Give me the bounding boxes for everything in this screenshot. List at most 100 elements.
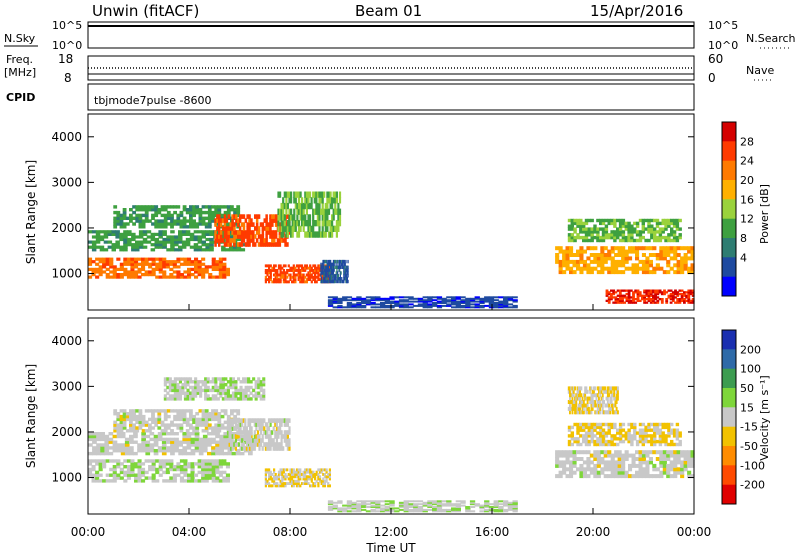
heatmap-cell-1-2 [195, 412, 200, 416]
heatmap-cell-1-5 [173, 391, 177, 395]
heatmap-cell-1-7 [645, 460, 650, 465]
heatmap-cell-0-7 [479, 302, 485, 304]
heatmap-cell-0-10 [632, 292, 635, 296]
heatmap-cell-0-9 [593, 227, 597, 231]
heatmap-cell-1-8 [576, 442, 580, 447]
heatmap-cell-1-5 [178, 388, 182, 393]
heatmap-cell-0-6 [342, 265, 344, 269]
heatmap-cell-1-0 [208, 467, 213, 472]
heatmap-cell-1-5 [189, 397, 193, 401]
heatmap-cell-1-3 [272, 418, 275, 423]
heatmap-cell-0-4 [317, 273, 320, 277]
heatmap-cell-0-8 [676, 259, 681, 264]
heatmap-cell-1-9 [613, 396, 616, 401]
heatmap-cell-1-1 [166, 449, 171, 453]
heatmap-cell-1-5 [216, 385, 220, 390]
heatmap-cell-1-6 [403, 507, 409, 510]
heatmap-cell-0-10 [663, 292, 666, 296]
heatmap-cell-1-6 [384, 510, 390, 513]
heatmap-cell-1-1 [182, 437, 188, 442]
heatmap-cell-0-3 [238, 230, 242, 235]
heatmap-cell-0-10 [654, 298, 657, 301]
heatmap-cell-1-0 [190, 465, 195, 469]
heatmap-cell-0-3 [242, 226, 246, 231]
heatmap-cell-0-8 [610, 266, 615, 271]
heatmap-cell-0-9 [675, 221, 680, 226]
heatmap-cell-0-0 [88, 275, 93, 279]
heatmap-cell-0-7 [507, 297, 514, 300]
heatmap-cell-1-5 [176, 391, 180, 395]
heatmap-cell-0-3 [274, 230, 278, 235]
heatmap-cell-1-1 [235, 451, 241, 456]
heatmap-cell-1-6 [380, 500, 386, 503]
heatmap-cell-0-6 [340, 262, 342, 267]
heatmap-cell-0-1 [111, 243, 116, 247]
heatmap-cell-1-6 [417, 506, 424, 508]
heatmap-cell-1-3 [277, 434, 280, 439]
heatmap-cell-1-9 [575, 410, 578, 415]
heatmap-cell-0-5 [301, 208, 304, 215]
heatmap-cell-1-4 [314, 473, 317, 476]
heatmap-cell-0-5 [332, 191, 335, 198]
heatmap-cell-1-6 [488, 506, 495, 508]
heatmap-cell-1-9 [571, 389, 574, 394]
heatmap-cell-0-9 [610, 230, 614, 234]
heatmap-cell-1-5 [237, 391, 241, 395]
heatmap-cell-0-7 [484, 300, 490, 303]
heatmap-cell-1-7 [638, 460, 643, 465]
heatmap-cell-0-7 [446, 303, 452, 306]
heatmap-cell-1-6 [389, 500, 395, 503]
heatmap-cell-1-5 [247, 388, 251, 393]
heatmap-cell-1-6 [427, 501, 433, 504]
heatmap-cell-1-6 [361, 503, 367, 506]
heatmap-cell-0-4 [314, 275, 317, 279]
heatmap-cell-0-0 [218, 260, 223, 264]
heatmap-cell-1-5 [201, 388, 205, 393]
heatmap-cell-1-5 [168, 397, 172, 401]
heatmap-cell-1-6 [503, 501, 509, 504]
heatmap-cell-1-0 [112, 465, 117, 469]
heatmap-cell-1-3 [252, 446, 255, 451]
heatmap-cell-0-0 [158, 270, 163, 274]
heatmap-cell-0-3 [229, 242, 232, 247]
heatmap-cell-1-1 [235, 437, 241, 442]
heatmap-cell-1-2 [226, 414, 231, 419]
heatmap-cell-0-7 [384, 302, 390, 304]
heatmap-cell-1-2 [214, 414, 219, 419]
heatmap-cell-0-8 [558, 263, 563, 268]
heatmap-cell-0-2 [116, 222, 121, 226]
heatmap-cell-1-7 [641, 474, 646, 479]
heatmap-cell-0-9 [655, 235, 660, 240]
heatmap-cell-0-1 [123, 240, 128, 244]
heatmap-cell-1-2 [195, 420, 200, 424]
heatmap-cell-0-10 [614, 299, 618, 302]
heatmap-cell-1-0 [204, 459, 209, 463]
heatmap-cell-1-1 [182, 446, 188, 450]
heatmap-cell-1-6 [469, 501, 476, 504]
heatmap-cell-1-7 [600, 450, 605, 455]
heatmap-cell-0-2 [141, 208, 146, 212]
heatmap-cell-0-9 [579, 224, 583, 228]
heatmap-cell-0-9 [633, 238, 637, 243]
heatmap-cell-0-6 [327, 262, 329, 267]
heatmap-cell-1-8 [647, 439, 651, 444]
heatmap-cell-0-4 [309, 273, 312, 277]
heatmap-cell-1-3 [244, 426, 247, 431]
heatmap-cell-1-3 [249, 434, 252, 439]
heatmap-cell-1-7 [607, 453, 612, 458]
heatmap-cell-1-2 [189, 409, 193, 413]
heatmap-cell-1-8 [644, 439, 648, 444]
heatmap-cell-1-1 [190, 437, 196, 442]
heatmap-cell-1-6 [469, 503, 476, 506]
heatmap-cell-1-9 [579, 403, 581, 408]
heatmap-cell-1-5 [206, 377, 210, 381]
heatmap-cell-1-8 [570, 431, 574, 435]
heatmap-cell-1-2 [220, 414, 225, 419]
heatmap-cell-0-6 [326, 271, 328, 275]
heatmap-cell-0-9 [650, 224, 654, 228]
heatmap-cell-1-5 [186, 388, 190, 393]
heatmap-cell-0-5 [338, 214, 342, 221]
heatmap-cell-1-3 [255, 442, 258, 447]
heatmap-cell-1-8 [587, 428, 591, 432]
heatmap-cell-1-5 [201, 383, 205, 387]
